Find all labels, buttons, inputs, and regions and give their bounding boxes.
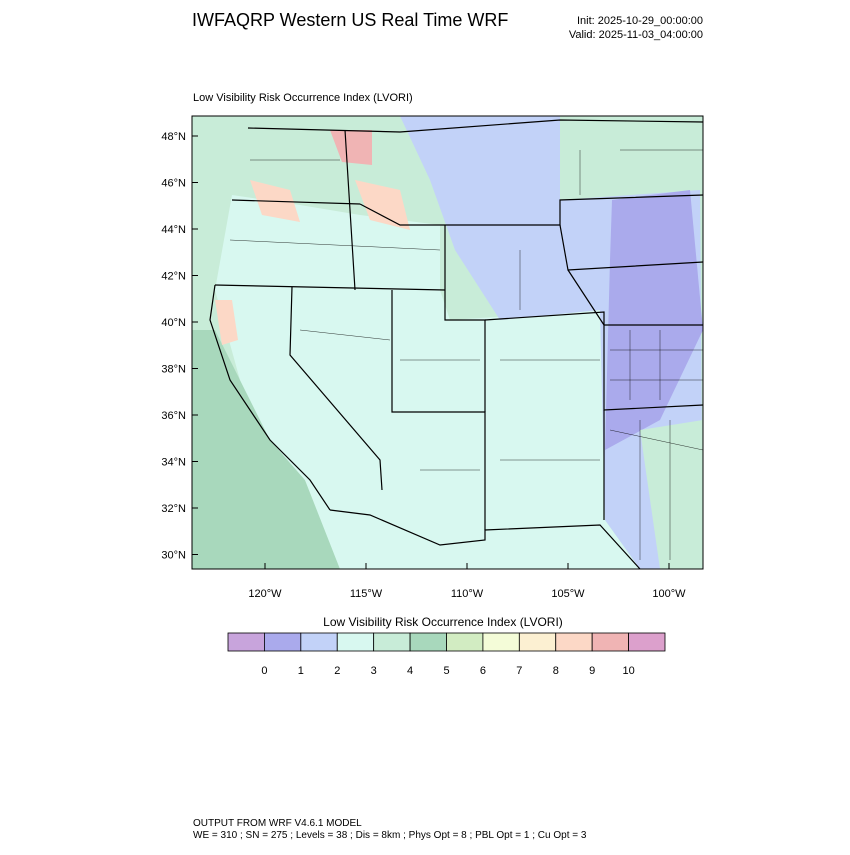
colorbar-label: 7: [516, 665, 522, 677]
colorbar-title: Low Visibility Risk Occurrence Index (LV…: [323, 615, 563, 629]
boundaries: [209, 119, 704, 570]
lat-tick-label: 48°N: [161, 131, 186, 143]
colorbar-box: [518, 632, 557, 652]
lat-tick-label: 38°N: [161, 364, 186, 376]
colorbar-box: [555, 632, 593, 652]
region: [215, 290, 640, 569]
lon-tick-label: 105°W: [551, 588, 585, 600]
lat-tick-label: 42°N: [161, 271, 186, 283]
region: [640, 420, 703, 569]
colorbar-label: 0: [261, 665, 267, 677]
footer-line: OUTPUT FROM WRF V4.6.1 MODEL: [193, 818, 362, 829]
footer-line: WE = 310 ; SN = 275 ; Levels = 38 ; Dis …: [193, 830, 587, 841]
colorbar-box: [336, 632, 375, 652]
region: [330, 130, 372, 165]
colorbar-label: 1: [298, 665, 304, 677]
region: [355, 180, 410, 230]
lon-tick-label: 100°W: [652, 588, 686, 600]
init-time: Init: 2025-10-29_00:00:00: [577, 15, 703, 27]
colorbar-label: 8: [553, 665, 559, 677]
map-title: Low Visibility Risk Occurrence Index (LV…: [193, 92, 413, 104]
colorbar-label: 5: [443, 665, 449, 677]
colorbar-label: 2: [334, 665, 340, 677]
lon-tick-label: 120°W: [248, 588, 282, 600]
colorbar-label: 3: [371, 665, 377, 677]
colorbar-label: 4: [407, 665, 413, 677]
lon-tick-label: 115°W: [350, 588, 383, 600]
lat-tick-label: 46°N: [161, 178, 186, 190]
region: [605, 190, 703, 450]
colorbar-box: [227, 632, 265, 652]
lat-tick-label: 34°N: [161, 457, 186, 469]
lat-tick-label: 32°N: [161, 503, 186, 515]
lat-tick-label: 36°N: [161, 410, 186, 422]
colorbar-box: [264, 632, 302, 652]
colorbar-box: [409, 632, 447, 652]
valid-time: Valid: 2025-11-03_04:00:00: [569, 29, 703, 41]
title: IWFAQRP Western US Real Time WRF: [192, 10, 508, 30]
colorbar-box: [482, 632, 520, 652]
ocean: [192, 330, 340, 569]
colorbar-label: 10: [622, 665, 634, 677]
lon-tick-label: 110°W: [451, 588, 484, 600]
colorbar-box: [446, 632, 484, 652]
colorbar-box: [300, 632, 338, 652]
map: [191, 115, 704, 570]
colorbar-box: [628, 632, 666, 652]
region: [215, 300, 238, 345]
map-frame: [191, 115, 704, 570]
colorbar-label: 9: [589, 665, 595, 677]
lat-tick-label: 30°N: [161, 550, 186, 562]
colorbar-box: [373, 632, 411, 652]
colorbar-label: 6: [480, 665, 486, 677]
lat-tick-label: 44°N: [161, 224, 186, 236]
colorbar-box: [591, 632, 629, 652]
lat-tick-label: 40°N: [161, 317, 186, 329]
